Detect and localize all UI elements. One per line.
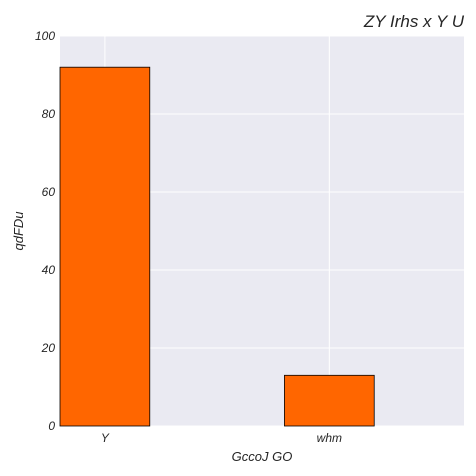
y-tick-label: 40 xyxy=(42,263,56,277)
x-axis-label: GccoJ GO xyxy=(232,449,293,464)
bars xyxy=(59,66,375,427)
y-tick-label: 100 xyxy=(35,29,55,43)
x-tick-label: whm xyxy=(317,431,342,445)
bar-Y xyxy=(59,66,151,427)
bar-whm xyxy=(284,374,375,427)
y-tick-label: 0 xyxy=(48,419,55,433)
x-tick-label: Y xyxy=(101,431,110,445)
y-axis-label: qdFDu xyxy=(11,211,26,250)
chart-title: ZY Irhs x Y U xyxy=(363,12,465,31)
y-tick-label: 60 xyxy=(42,185,56,199)
y-axis-ticks: 0 20 40 60 80 100 xyxy=(35,29,55,433)
y-tick-label: 20 xyxy=(41,341,56,355)
y-tick-label: 80 xyxy=(42,107,56,121)
